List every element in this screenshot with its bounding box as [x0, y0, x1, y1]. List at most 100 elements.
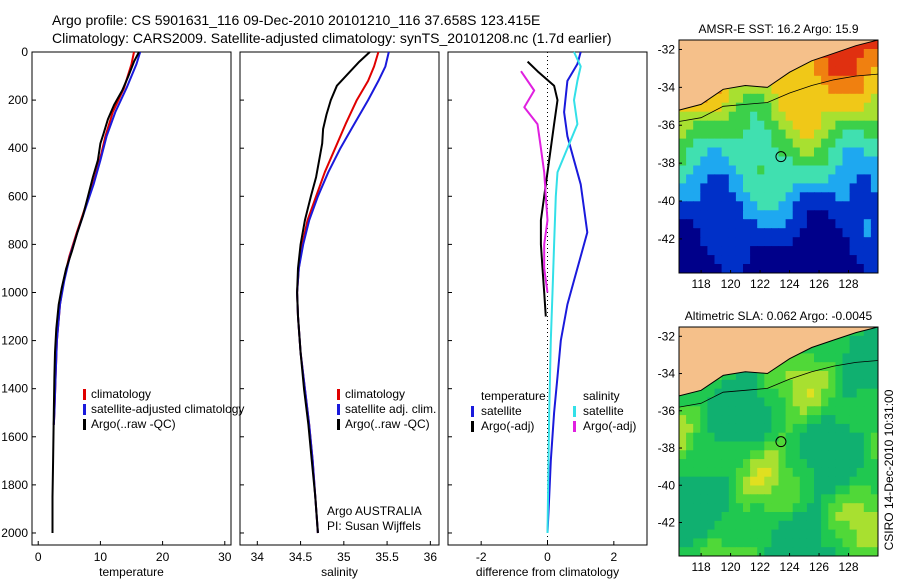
sla-cell — [721, 512, 730, 522]
sla-cell — [728, 388, 737, 399]
sla-cell — [764, 520, 772, 531]
sst-cell — [785, 102, 794, 113]
sst-cell — [842, 192, 851, 202]
sla-cell — [686, 467, 694, 478]
sla-cell — [707, 388, 716, 399]
sla-cell — [707, 415, 716, 425]
sla-cell — [821, 467, 829, 478]
sst-cell — [679, 138, 687, 149]
sst-cell — [842, 66, 851, 77]
sla-cell — [799, 353, 808, 363]
sla-cell — [686, 503, 694, 513]
sst-cell — [863, 102, 872, 113]
sst-cell — [792, 129, 801, 140]
sst-cell — [693, 174, 701, 184]
sla-cell — [828, 512, 836, 522]
sla-cell — [757, 494, 765, 504]
sst-cell — [771, 147, 780, 158]
sla-cell — [700, 503, 708, 513]
sst-cell — [870, 84, 878, 95]
sst-cell — [856, 111, 865, 122]
sla-cell — [771, 388, 780, 399]
sla-cell — [721, 538, 730, 548]
sla-cell — [849, 450, 858, 460]
sla-cell — [806, 529, 815, 539]
sla-cell — [750, 406, 758, 416]
sst-cell — [771, 228, 780, 238]
sla-cell — [679, 503, 687, 513]
sla-cell — [828, 397, 836, 407]
sst-cell — [728, 228, 737, 238]
sla-cell — [757, 485, 765, 495]
sst-cell — [849, 237, 858, 247]
argo-credit-annotation: Argo AUSTRALIA — [327, 504, 422, 518]
sla-cell — [785, 415, 794, 425]
sst-cell — [842, 111, 851, 122]
sla-cell — [799, 432, 808, 443]
sla-cell — [863, 397, 872, 407]
sla-cell — [778, 476, 787, 487]
sst-cell — [806, 102, 815, 113]
sst-cell — [771, 246, 780, 256]
temperature-legend-entry: Argo(..raw -QC) — [91, 417, 176, 431]
sla-cell — [686, 397, 694, 407]
sst-cell — [792, 255, 801, 265]
sla-cell — [870, 406, 878, 416]
sla-cell — [863, 406, 872, 416]
sla-cell — [757, 450, 765, 460]
sst-cell — [750, 246, 758, 256]
sst-cell — [856, 255, 865, 265]
sst-cell — [806, 264, 815, 273]
sla-cell — [828, 450, 836, 460]
sst-cell — [707, 210, 716, 220]
sla-cell — [707, 467, 716, 478]
sst-cell — [835, 210, 844, 220]
sst-cell — [679, 111, 687, 122]
sla-cell — [721, 476, 730, 487]
sla-cell — [849, 494, 858, 504]
sst-cell — [842, 156, 851, 167]
sst-cell — [686, 138, 694, 149]
sla-cell — [728, 520, 737, 531]
sla-cell — [828, 494, 836, 504]
sst-cell — [714, 174, 723, 184]
sla-cell — [814, 485, 822, 495]
sla-cell — [700, 512, 708, 522]
sst-cell — [714, 165, 723, 176]
sla-cell — [870, 450, 878, 460]
sst-cell — [728, 210, 737, 220]
sst-cell — [828, 219, 836, 229]
sst-cell — [799, 219, 808, 229]
sla-cell — [707, 494, 716, 504]
salinity-x-tick-label: 35.5 — [375, 550, 399, 564]
sla-cell — [842, 441, 851, 451]
sst-cell — [721, 246, 730, 256]
sst-cell — [778, 201, 787, 211]
sst-cell — [835, 264, 844, 273]
sla-cell — [764, 406, 772, 416]
sst-cell — [821, 120, 829, 131]
sla-cell — [828, 432, 836, 443]
sla-lon-tick-label: 122 — [750, 560, 770, 574]
legend-swatch — [83, 404, 86, 415]
sst-cell — [728, 102, 737, 113]
sst-cell — [856, 237, 865, 247]
sst-cell — [778, 138, 787, 149]
sst-cell — [721, 264, 730, 273]
sla-cell — [863, 538, 872, 548]
sla-cell — [821, 397, 829, 407]
sla-cell — [750, 371, 758, 381]
sst-cell — [743, 246, 751, 256]
sla-cell — [821, 538, 829, 548]
sla-cell — [764, 459, 772, 469]
sla-cell — [849, 415, 858, 425]
sst-cell — [849, 102, 858, 113]
sla-cell — [778, 388, 787, 399]
sst-cell — [814, 57, 822, 68]
sst-cell — [750, 210, 758, 220]
sst-cell — [870, 93, 878, 104]
sla-cell — [870, 397, 878, 407]
sla-cell — [771, 520, 780, 531]
sla-cell — [835, 503, 844, 513]
sla-cell — [835, 494, 844, 504]
